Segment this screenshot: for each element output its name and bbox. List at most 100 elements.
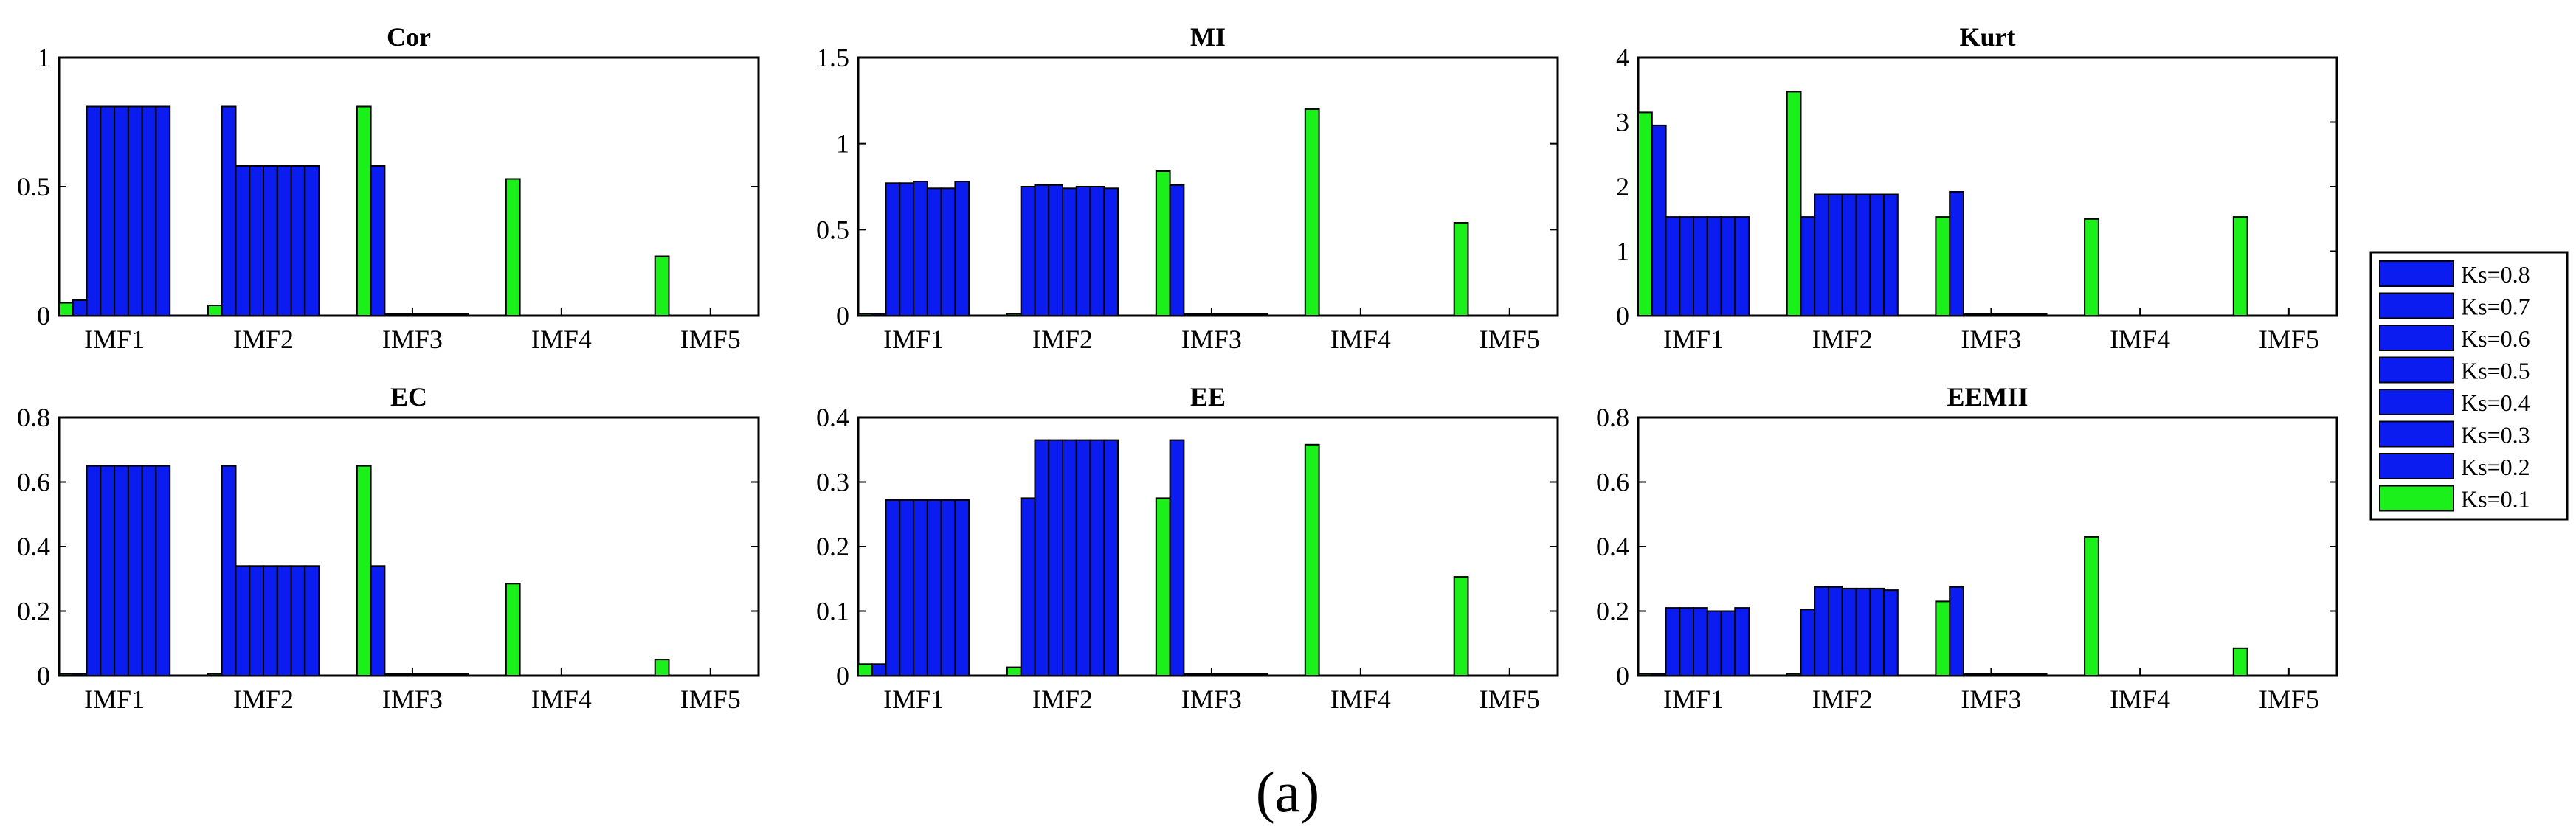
y-tick-label: 0.6 — [1596, 468, 1629, 497]
bar-imf2-Ks-04 — [1048, 184, 1063, 316]
x-tick-label: IMF1 — [84, 685, 145, 714]
bar-imf1-Ks-05 — [1693, 216, 1708, 316]
bar-imf3-Ks-01 — [356, 465, 372, 676]
x-tick-label: IMF3 — [1181, 325, 1242, 354]
bar-imf2-Ks-08 — [304, 565, 320, 677]
bar-imf4-Ks-01 — [1304, 108, 1320, 316]
legend-swatch — [2379, 420, 2454, 448]
bar-imf5-Ks-01 — [1453, 222, 1469, 316]
bar-imf1-Ks-05 — [1693, 607, 1708, 676]
bar-imf3-Ks-02 — [370, 565, 386, 677]
bar-imf3-Ks-06 — [425, 673, 441, 676]
bar-imf5-Ks-01 — [654, 255, 670, 316]
x-tick-label: IMF3 — [382, 685, 443, 714]
bar-imf3-Ks-08 — [2031, 673, 2048, 676]
bar-imf2-Ks-05 — [1062, 187, 1077, 316]
bar-imf3-Ks-02 — [1949, 191, 1964, 316]
bar-imf2-Ks-07 — [1869, 587, 1885, 677]
bar-imf3-Ks-01 — [1935, 600, 1951, 677]
bar-imf4-Ks-01 — [2084, 218, 2099, 317]
y-tick-label: 4 — [1616, 43, 1629, 72]
y-tick-label: 0.3 — [816, 468, 849, 497]
bar-imf5-Ks-01 — [2232, 216, 2248, 316]
bar-imf1-Ks-05 — [114, 465, 129, 676]
y-tick-label: 0.2 — [17, 597, 50, 626]
bar-imf2-Ks-06 — [276, 565, 292, 677]
x-tick-label: IMF2 — [233, 325, 294, 354]
bar-imf1-Ks-08 — [155, 105, 171, 316]
bar-imf1-Ks-03 — [885, 499, 901, 676]
legend: Ks=0.8 Ks=0.7 Ks=0.6 Ks=0.5 Ks=0.4 Ks=0.3 Ks=0… — [2369, 251, 2569, 521]
y-tick-label: 0 — [37, 301, 50, 330]
bar-imf3-Ks-08 — [453, 313, 469, 316]
x-tick-label: IMF1 — [883, 325, 944, 354]
bar-imf3-Ks-07 — [1238, 673, 1254, 676]
x-tick-label: IMF2 — [1032, 325, 1093, 354]
bar-imf3-Ks-01 — [1935, 216, 1951, 316]
y-tick-label: 0.5 — [816, 215, 849, 244]
bar-imf3-Ks-08 — [1252, 673, 1268, 676]
bar-imf1-Ks-03 — [885, 182, 901, 316]
y-tick-label: 0.4 — [17, 532, 50, 561]
x-tick-label: IMF1 — [883, 685, 944, 714]
bar-imf3-Ks-03 — [384, 313, 400, 316]
bar-imf3-Ks-06 — [1224, 313, 1240, 316]
bar-imf2-Ks-08 — [1883, 193, 1899, 316]
bar-imf1-Ks-03 — [86, 105, 102, 316]
bar-imf2-Ks-08 — [304, 165, 320, 316]
bar-imf1-Ks-06 — [127, 105, 143, 316]
bar-imf1-Ks-06 — [1706, 610, 1722, 676]
bar-imf1-Ks-07 — [940, 499, 956, 676]
y-tick-label: 0.4 — [1596, 532, 1629, 561]
x-tick-label: IMF4 — [1330, 685, 1391, 714]
x-tick-label: IMF5 — [680, 685, 741, 714]
bar-imf2-Ks-01 — [207, 673, 223, 676]
bar-imf2-Ks-03 — [1034, 184, 1050, 316]
y-tick-label: 0.1 — [816, 597, 849, 626]
y-tick-label: 0.8 — [17, 403, 50, 432]
bar-imf2-Ks-05 — [1062, 439, 1077, 676]
chart-title: EEMII — [1947, 382, 2028, 412]
legend-swatch — [2379, 325, 2454, 351]
bar-imf1-Ks-04 — [1679, 607, 1695, 676]
y-tick-label: 1 — [37, 43, 50, 72]
y-tick-label: 0 — [836, 661, 849, 690]
bar-imf1-Ks-02 — [72, 299, 88, 316]
bar-imf2-Ks-06 — [1075, 186, 1091, 316]
bar-imf1-Ks-08 — [1734, 607, 1750, 676]
y-tick-label: 0 — [836, 301, 849, 330]
bar-imf1-Ks-06 — [926, 499, 942, 676]
y-tick-label: 2 — [1616, 172, 1629, 201]
bar-imf3-Ks-01 — [1155, 170, 1171, 316]
bar-imf3-Ks-06 — [1224, 673, 1240, 676]
legend-label: Ks=0.4 — [2461, 389, 2530, 416]
bar-imf2-Ks-02 — [1020, 497, 1036, 677]
bar-imf1-Ks-01 — [857, 313, 873, 317]
bar-imf3-Ks-05 — [1990, 673, 2006, 676]
bar-imf2-Ks-01 — [1006, 666, 1022, 676]
chart-panels: Cor 0 0.5 1 IMF1 IMF2 IMF3 IMF4 IMF5 MI 0 0.5 1 1.5 IM… — [17, 22, 2338, 714]
bar-imf1-Ks-04 — [899, 182, 915, 316]
bar-imf2-Ks-04 — [249, 165, 265, 316]
bar-imf2-Ks-02 — [221, 105, 237, 316]
bar-imf2-Ks-01 — [1006, 313, 1022, 317]
chart-panel-ec: EC 0 0.2 0.4 0.6 0.8 IMF1 IMF2 IMF3 IMF4 IMF5 — [17, 382, 760, 714]
x-tick-label: IMF2 — [1032, 685, 1093, 714]
y-tick-label: 0.2 — [1596, 597, 1629, 626]
bar-imf2-Ks-08 — [1103, 439, 1119, 676]
bar-imf1-Ks-05 — [913, 499, 928, 676]
bar-imf3-Ks-01 — [1155, 497, 1171, 677]
chart-title: Cor — [387, 22, 431, 52]
x-tick-label: IMF4 — [531, 685, 592, 714]
bar-imf3-Ks-06 — [2004, 313, 2020, 316]
bar-imf3-Ks-06 — [425, 313, 441, 316]
legend-label: Ks=0.6 — [2461, 325, 2530, 352]
bar-imf2-Ks-08 — [1103, 187, 1119, 316]
legend-swatch — [2379, 485, 2454, 512]
x-tick-label: IMF3 — [1961, 325, 2021, 354]
bar-imf3-Ks-02 — [370, 165, 386, 316]
bar-imf3-Ks-03 — [384, 673, 400, 676]
y-tick-label: 3 — [1616, 108, 1629, 137]
bar-imf2-Ks-07 — [1869, 193, 1885, 316]
